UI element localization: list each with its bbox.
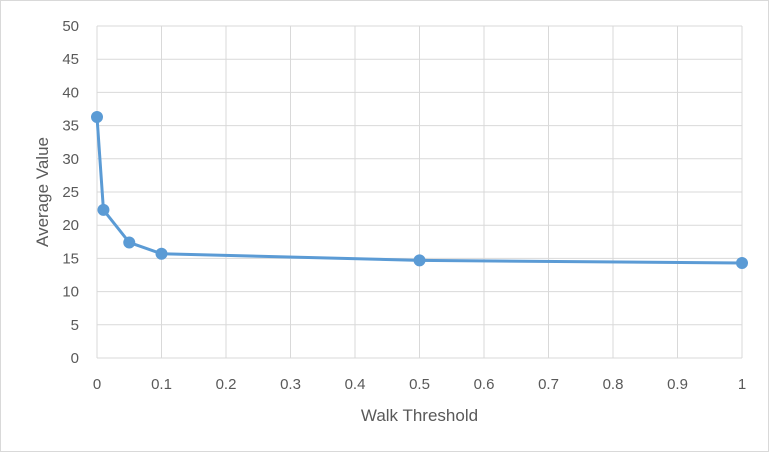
y-tick-label: 40: [62, 84, 79, 101]
x-tick-label: 0.4: [345, 376, 366, 393]
data-point: [123, 236, 136, 249]
x-tick-label: 0: [93, 376, 101, 393]
data-point: [155, 247, 168, 260]
y-tick-label: 45: [62, 51, 79, 68]
y-tick-label: 0: [71, 350, 79, 367]
y-tick-label: 25: [62, 184, 79, 201]
data-point: [97, 203, 110, 216]
y-tick-label: 50: [62, 18, 79, 35]
x-tick-label: 0.7: [538, 376, 559, 393]
x-tick-label: 0.6: [474, 376, 495, 393]
gridlines: [96, 25, 743, 359]
y-tick-label: 20: [62, 217, 79, 234]
data-point: [736, 257, 748, 270]
series-group: [91, 110, 748, 270]
y-tick-label: 30: [62, 151, 79, 168]
x-tick-label: 0.8: [603, 376, 624, 393]
x-tick-label: 0.1: [151, 376, 172, 393]
y-axis-tick-labels: 0 5 10 15 20 25 30 35 40 45 50: [62, 18, 79, 367]
y-tick-label: 5: [71, 317, 79, 334]
x-tick-label: 1: [738, 376, 746, 393]
x-axis-title: Walk Threshold: [361, 406, 478, 425]
series-line: [95, 116, 743, 265]
data-point: [413, 254, 426, 267]
x-tick-label: 0.5: [409, 376, 430, 393]
y-tick-label: 10: [62, 284, 79, 301]
data-point: [91, 110, 103, 123]
x-tick-label: 0.2: [216, 376, 237, 393]
x-axis-tick-labels: 0 0.1 0.2 0.3 0.4 0.5 0.6 0.7 0.8 0.9 1: [93, 376, 746, 393]
y-tick-label: 35: [62, 118, 79, 135]
x-tick-label: 0.9: [667, 376, 688, 393]
y-axis-title: Average Value: [33, 137, 52, 247]
x-tick-label: 0.3: [280, 376, 301, 393]
y-tick-label: 15: [62, 250, 79, 267]
